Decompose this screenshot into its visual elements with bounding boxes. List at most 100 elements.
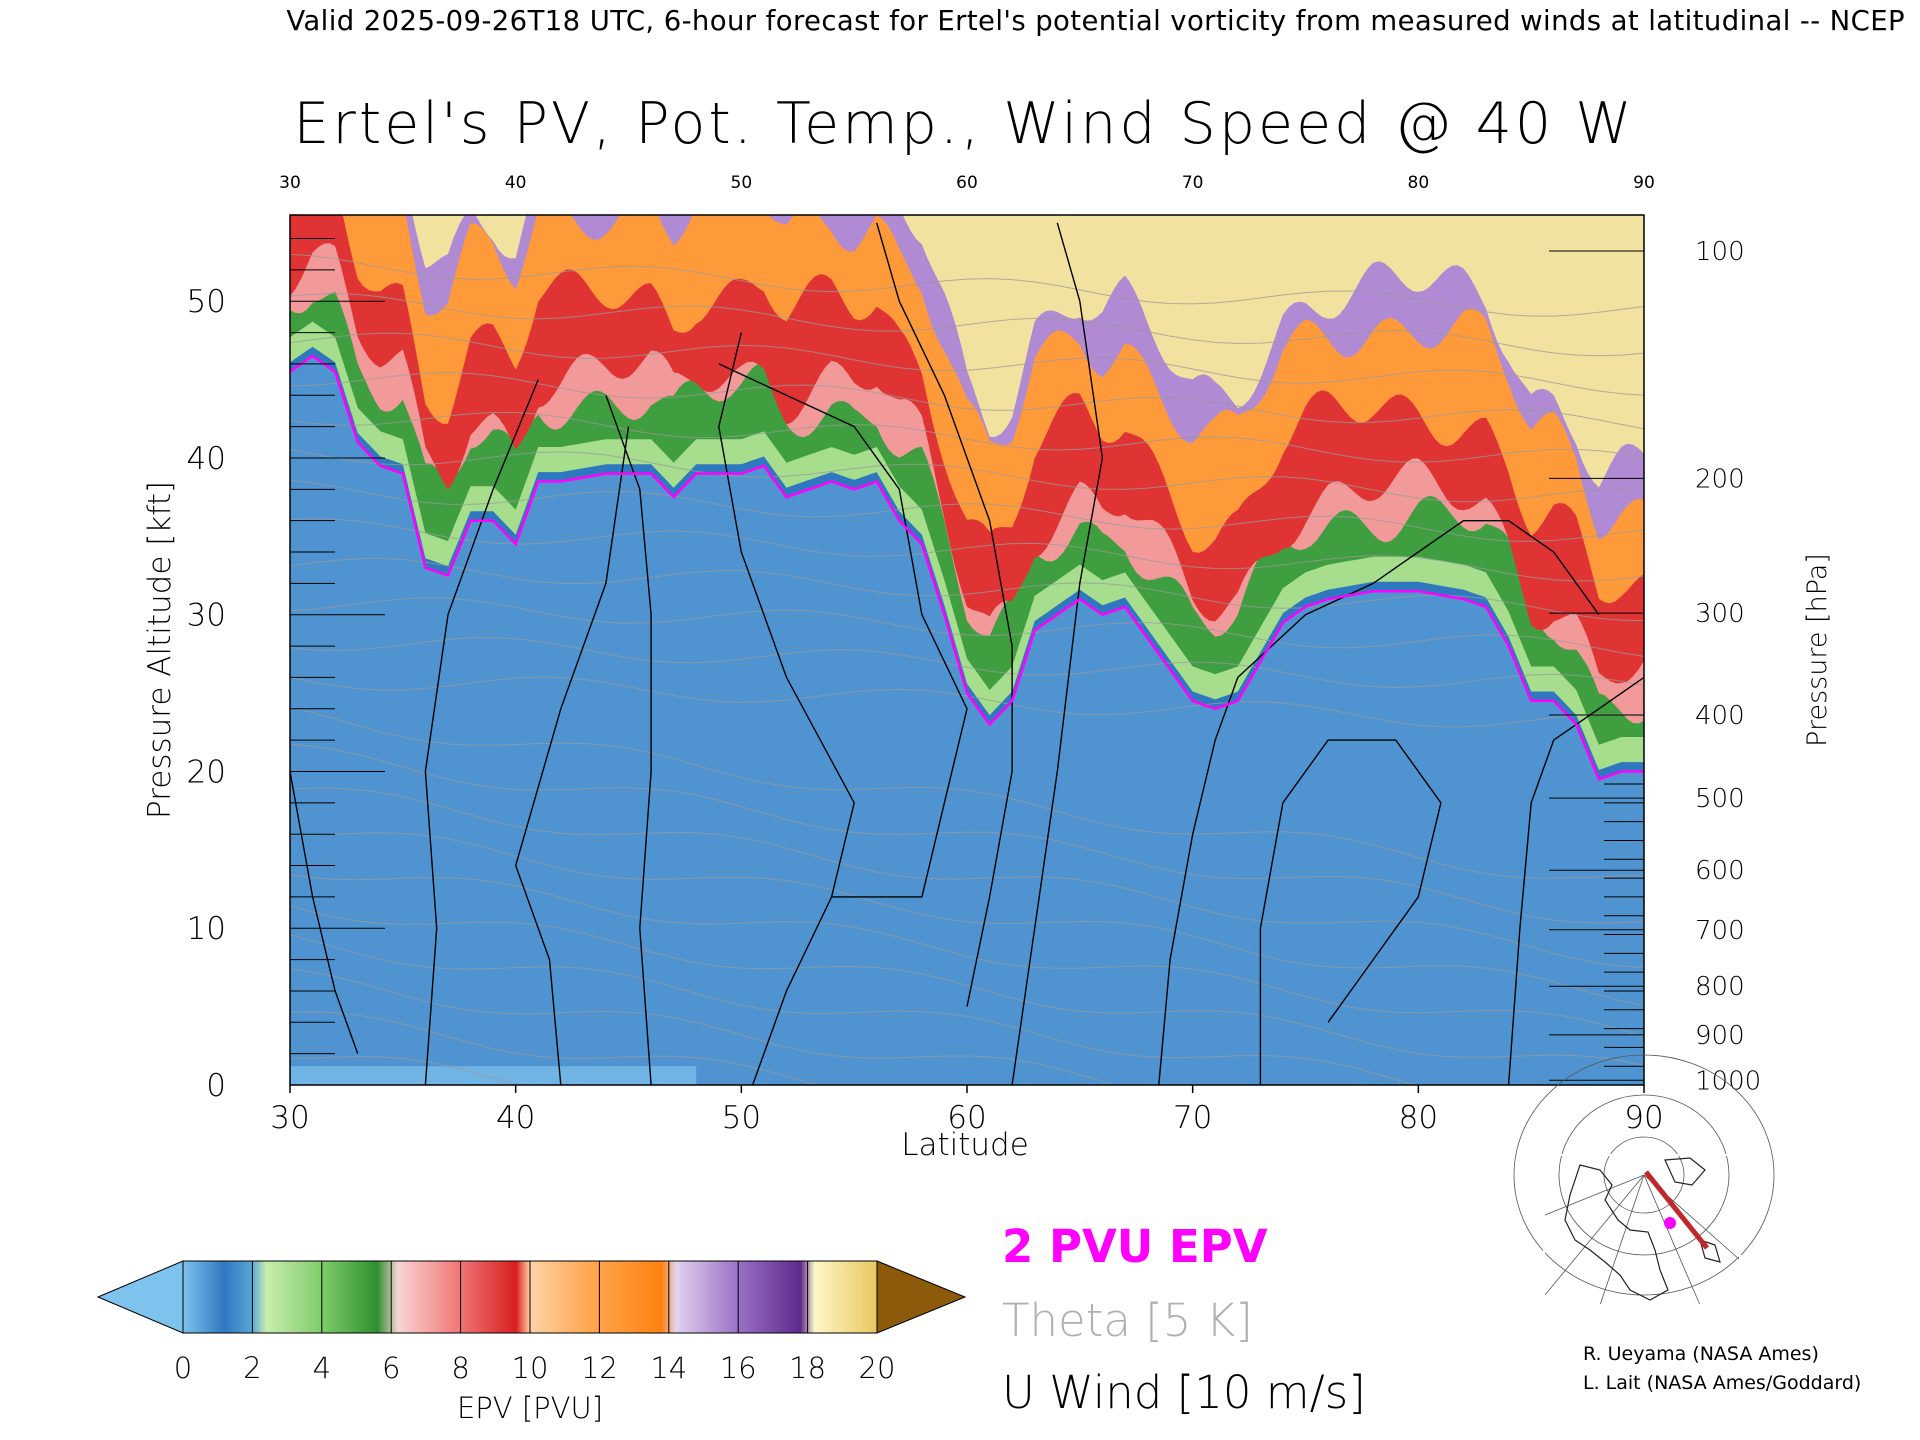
x-tick-label: 50 <box>722 1100 761 1136</box>
legend-2pvu: 2 PVU EPV <box>1002 1220 1268 1273</box>
x-axis-top: 30 40 50 60 70 80 90 <box>279 173 1655 193</box>
y-tick-label: 50 <box>187 284 226 320</box>
x-tick-label: 80 <box>1399 1100 1438 1136</box>
theta-contour <box>290 968 1118 1085</box>
colorbar-tick-label: 10 <box>512 1351 549 1385</box>
inset-map <box>1513 1054 1775 1306</box>
pressure-tick-label: 100 <box>1695 237 1745 267</box>
colorbar-tick-label: 6 <box>382 1351 400 1385</box>
theta-contour <box>290 934 1417 1085</box>
y-axis-left: 0 10 20 30 40 50 <box>187 238 385 1104</box>
theta-contour <box>290 905 1644 1066</box>
colorbar-tick-labels: 0 2 4 6 8 10 12 14 16 18 20 <box>174 1351 896 1385</box>
y-axis-right-label: Pressure [hPa] <box>1802 553 1833 747</box>
epv-low-strip <box>290 1066 697 1085</box>
x-tick-label-top: 90 <box>1633 173 1655 193</box>
theta-contour <box>290 706 1644 879</box>
colorbar-tick-label: 16 <box>720 1351 757 1385</box>
x-axis-label: Latitude <box>901 1127 1029 1163</box>
legend: 2 PVU EPV Theta [5 K] U Wind [10 m/s] <box>1002 1220 1366 1419</box>
credit-line-2: L. Lait (NASA Ames/Goddard) <box>1583 1372 1861 1394</box>
y-tick-label: 40 <box>187 441 226 477</box>
colorbar-tick-label: 14 <box>650 1351 687 1385</box>
wind-contours <box>290 222 1644 1085</box>
wind-contour <box>1259 739 1442 1085</box>
wind-contour <box>718 363 968 898</box>
x-tick-label-top: 30 <box>279 173 301 193</box>
colorbar-tick-label: 2 <box>243 1351 261 1385</box>
colorbar-tick-label: 0 <box>174 1351 192 1385</box>
colorbar-tick-label: 12 <box>581 1351 618 1385</box>
pressure-tick-label: 300 <box>1695 599 1745 629</box>
colorbar-under-arrow <box>96 1260 184 1334</box>
pressure-tick-label: 400 <box>1695 701 1745 731</box>
theta-contour <box>290 787 1644 968</box>
wind-contour <box>876 222 1013 1007</box>
colorbar-tick-label: 4 <box>313 1351 331 1385</box>
y-tick-label: 10 <box>187 911 226 947</box>
inset-marker <box>1664 1217 1676 1229</box>
wind-contour <box>1011 222 1104 1085</box>
pressure-tick-label: 200 <box>1695 464 1745 494</box>
pressure-tick-label: 600 <box>1695 856 1745 886</box>
theta-contour <box>290 743 1644 924</box>
pressure-tick-label: 700 <box>1695 916 1745 946</box>
x-tick-label-top: 40 <box>505 173 527 193</box>
x-tick-label: 40 <box>496 1100 535 1136</box>
theta-contour <box>290 292 1644 357</box>
pressure-tick-label: 1000 <box>1695 1066 1761 1096</box>
x-axis-bottom: 30 40 50 60 70 80 90 <box>270 1085 1664 1136</box>
colorbar-label: EPV [PVU] <box>457 1391 603 1425</box>
x-tick-label-top: 70 <box>1182 173 1204 193</box>
theta-contour <box>290 832 1644 1007</box>
wind-contour <box>718 332 855 1085</box>
theta-contour <box>290 253 1644 317</box>
legend-theta: Theta [5 K] <box>1002 1294 1253 1347</box>
x-tick-label-top: 60 <box>956 173 978 193</box>
y-tick-label: 30 <box>187 598 226 634</box>
theta-contour <box>290 874 1644 1037</box>
y-tick-label: 0 <box>206 1068 226 1104</box>
theta-contour <box>290 636 1644 689</box>
theta-contour <box>290 676 1644 728</box>
inset-section-line <box>1644 1170 1709 1250</box>
pressure-tick-label: 900 <box>1695 1021 1745 1051</box>
tropopause-2pvu-line <box>290 354 1644 781</box>
pressure-tick-label: 500 <box>1695 784 1745 814</box>
credit-line-1: R. Ueyama (NASA Ames) <box>1583 1343 1819 1365</box>
x-tick-label-top: 50 <box>731 173 753 193</box>
colorbar-over-arrow <box>876 1260 967 1334</box>
wind-contour <box>1507 676 1644 1085</box>
colorbar-tick-label: 18 <box>789 1351 826 1385</box>
colorbar-tick-label: 8 <box>451 1351 469 1385</box>
plot-field <box>290 215 1644 1085</box>
y-tick-label: 20 <box>187 754 226 790</box>
theta-contour <box>290 597 1644 657</box>
x-tick-label: 60 <box>947 1100 986 1136</box>
wind-contour <box>514 426 630 1085</box>
header-text: Valid 2025-09-26T18 UTC, 6-hour forecast… <box>286 5 1905 37</box>
theta-contour <box>290 372 1644 430</box>
colorbar-dividers <box>251 1261 809 1333</box>
epv-band-7 <box>412 215 1644 488</box>
theta-contour <box>290 332 1644 396</box>
x-tick-label: 30 <box>270 1100 309 1136</box>
theta-contour <box>290 479 1644 542</box>
theta-contour <box>290 1011 819 1085</box>
theta-contour <box>290 411 1644 463</box>
legend-u-wind: U Wind [10 m/s] <box>1002 1366 1366 1419</box>
x-tick-label: 70 <box>1173 1100 1212 1136</box>
inset-coastline <box>1564 1157 1721 1301</box>
theta-contour <box>290 557 1644 622</box>
theta-contour <box>290 448 1644 503</box>
wind-contour <box>1158 520 1600 1085</box>
chart-title: Ertel's PV, Pot. Temp., Wind Speed @ 40 … <box>293 91 1634 157</box>
y-axis-label: Pressure Altitude [kft] <box>142 481 178 819</box>
y-axis-right: 1000 900 800 700 600 500 400 300 200 100 <box>1549 237 1761 1096</box>
wind-contour <box>424 379 539 1085</box>
colorbar: 0 2 4 6 8 10 12 14 16 18 20 EPV [PVU] <box>96 1260 967 1425</box>
x-tick-label: 90 <box>1624 1100 1663 1136</box>
pressure-tick-label: 800 <box>1695 972 1745 1002</box>
colorbar-tick-label: 20 <box>859 1351 896 1385</box>
